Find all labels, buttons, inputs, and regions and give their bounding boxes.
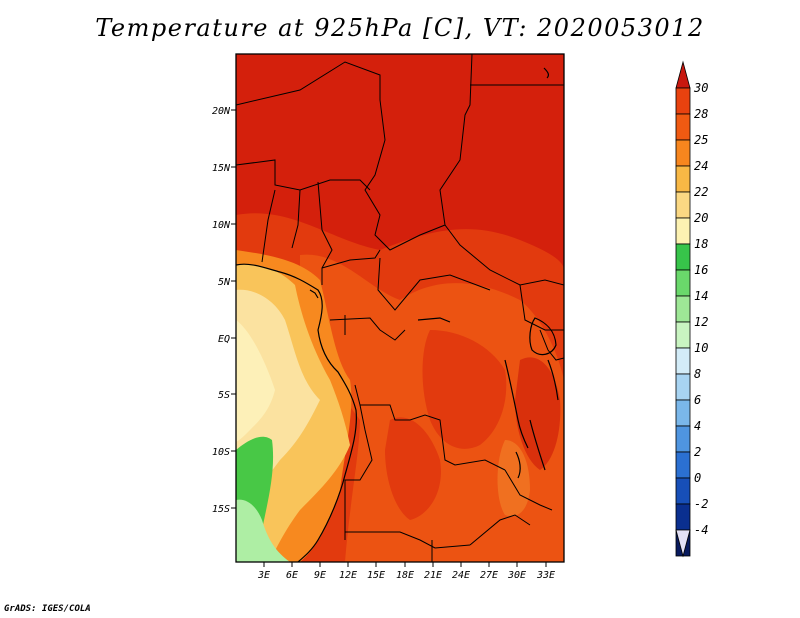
colorbar-label: -2 bbox=[694, 497, 708, 511]
colorbar-swatch bbox=[675, 451, 691, 479]
colorbar-bottom-arrow bbox=[675, 529, 691, 558]
colorbar-swatch bbox=[675, 165, 691, 193]
colorbar-label: 25 bbox=[694, 133, 708, 147]
colorbar-swatch bbox=[675, 399, 691, 427]
colorbar-swatch bbox=[675, 217, 691, 245]
lat-label: 20N bbox=[212, 106, 231, 117]
map-frame bbox=[235, 53, 565, 563]
lon-label: 30E bbox=[507, 570, 526, 581]
colorbar-label: 14 bbox=[694, 289, 708, 303]
lat-label: 5S bbox=[218, 390, 230, 401]
colorbar-label: 10 bbox=[694, 341, 708, 355]
colorbar-label: 0 bbox=[694, 471, 701, 485]
colorbar-swatch bbox=[675, 295, 691, 323]
colorbar-label: -4 bbox=[694, 523, 708, 537]
colorbar-swatch bbox=[675, 243, 691, 271]
lat-label: 15N bbox=[212, 163, 231, 174]
lon-label: 12E bbox=[339, 570, 357, 581]
colorbar-label: 18 bbox=[694, 237, 708, 251]
colorbar-label: 28 bbox=[694, 107, 708, 121]
lat-label: 10N bbox=[212, 220, 231, 231]
lon-label: 24E bbox=[452, 570, 470, 581]
lon-label: 6E bbox=[286, 570, 298, 581]
lat-label: EQ bbox=[218, 334, 230, 345]
colorbar-swatch bbox=[675, 347, 691, 375]
colorbar-swatch bbox=[675, 425, 691, 453]
colorbar-swatch bbox=[675, 191, 691, 219]
colorbar-swatch bbox=[675, 373, 691, 401]
lon-label: 27E bbox=[480, 570, 498, 581]
colorbar-label: 30 bbox=[693, 81, 708, 95]
temperature-field bbox=[236, 54, 564, 562]
colorbar bbox=[675, 60, 691, 558]
colorbar-label: 22 bbox=[694, 185, 708, 199]
colorbar-label: 2 bbox=[694, 445, 701, 459]
colorbar-label: 8 bbox=[694, 367, 701, 381]
footer-credit: GrADS: IGES/COLA bbox=[4, 604, 91, 614]
lat-label: 15S bbox=[212, 504, 230, 515]
colorbar-swatch bbox=[675, 269, 691, 297]
colorbar-label: 20 bbox=[694, 211, 708, 225]
country-borders bbox=[236, 54, 564, 562]
lon-label: 21E bbox=[424, 570, 442, 581]
colorbar-swatch bbox=[675, 321, 691, 349]
lon-label: 15E bbox=[367, 570, 385, 581]
coastline bbox=[236, 67, 559, 562]
colorbar-top-arrow bbox=[675, 60, 691, 89]
lat-label: 5N bbox=[218, 277, 231, 288]
colorbar-swatch bbox=[675, 87, 691, 115]
lat-label: 10S bbox=[212, 447, 230, 458]
colorbar-label: 6 bbox=[694, 393, 701, 407]
colorbar-swatch bbox=[675, 113, 691, 141]
colorbar-swatch bbox=[675, 503, 691, 531]
lon-label: 9E bbox=[314, 570, 326, 581]
colorbar-label: 12 bbox=[694, 315, 708, 329]
map-title: Temperature at 925hPa [C], VT: 202005301… bbox=[95, 14, 705, 42]
colorbar-label: 24 bbox=[694, 159, 708, 173]
lon-label: 33E bbox=[536, 570, 555, 581]
colorbar-swatch bbox=[675, 477, 691, 505]
lon-label: 3E bbox=[257, 570, 270, 581]
lon-label: 18E bbox=[396, 570, 414, 581]
colorbar-label: 16 bbox=[694, 263, 708, 277]
colorbar-swatch bbox=[675, 139, 691, 167]
colorbar-label: 4 bbox=[694, 419, 701, 433]
